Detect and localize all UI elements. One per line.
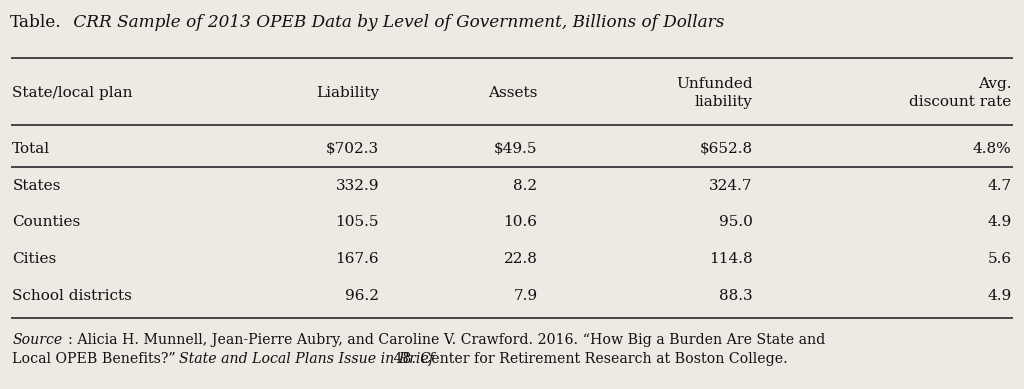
Text: 332.9: 332.9 — [336, 179, 379, 193]
Text: 5.6: 5.6 — [987, 252, 1012, 266]
Text: 95.0: 95.0 — [719, 215, 753, 229]
Text: 22.8: 22.8 — [504, 252, 538, 266]
Text: States: States — [12, 179, 60, 193]
Text: CRR Sample of 2013 OPEB Data by Level of Government, Billions of Dollars: CRR Sample of 2013 OPEB Data by Level of… — [69, 14, 725, 31]
Text: Local OPEB Benefits?”: Local OPEB Benefits?” — [12, 352, 180, 366]
Text: State and Local Plans Issue in Brief: State and Local Plans Issue in Brief — [179, 352, 434, 366]
Text: liability: liability — [694, 95, 753, 109]
Text: Liability: Liability — [315, 86, 379, 100]
Text: Cities: Cities — [12, 252, 56, 266]
Text: 48. Center for Retirement Research at Boston College.: 48. Center for Retirement Research at Bo… — [389, 352, 787, 366]
Text: 4.9: 4.9 — [987, 289, 1012, 303]
Text: 88.3: 88.3 — [719, 289, 753, 303]
Text: : Alicia H. Munnell, Jean-Pierre Aubry, and Caroline V. Crawford. 2016. “How Big: : Alicia H. Munnell, Jean-Pierre Aubry, … — [68, 333, 825, 347]
Text: Assets: Assets — [488, 86, 538, 100]
Text: 114.8: 114.8 — [709, 252, 753, 266]
Text: 7.9: 7.9 — [513, 289, 538, 303]
Text: Total: Total — [12, 142, 50, 156]
Text: discount rate: discount rate — [909, 95, 1012, 109]
Text: $49.5: $49.5 — [495, 142, 538, 156]
Text: Source: Source — [12, 333, 62, 347]
Text: $652.8: $652.8 — [699, 142, 753, 156]
Text: 10.6: 10.6 — [504, 215, 538, 229]
Text: 324.7: 324.7 — [710, 179, 753, 193]
Text: Table.: Table. — [10, 14, 61, 31]
Text: $702.3: $702.3 — [326, 142, 379, 156]
Text: 105.5: 105.5 — [336, 215, 379, 229]
Text: 4.8%: 4.8% — [973, 142, 1012, 156]
Text: 167.6: 167.6 — [335, 252, 379, 266]
Text: Counties: Counties — [12, 215, 81, 229]
Text: Avg.: Avg. — [978, 77, 1012, 91]
Text: 4.9: 4.9 — [987, 215, 1012, 229]
Text: 8.2: 8.2 — [513, 179, 538, 193]
Text: School districts: School districts — [12, 289, 132, 303]
Text: Unfunded: Unfunded — [676, 77, 753, 91]
Text: 4.7: 4.7 — [987, 179, 1012, 193]
Text: 96.2: 96.2 — [345, 289, 379, 303]
Text: State/local plan: State/local plan — [12, 86, 133, 100]
